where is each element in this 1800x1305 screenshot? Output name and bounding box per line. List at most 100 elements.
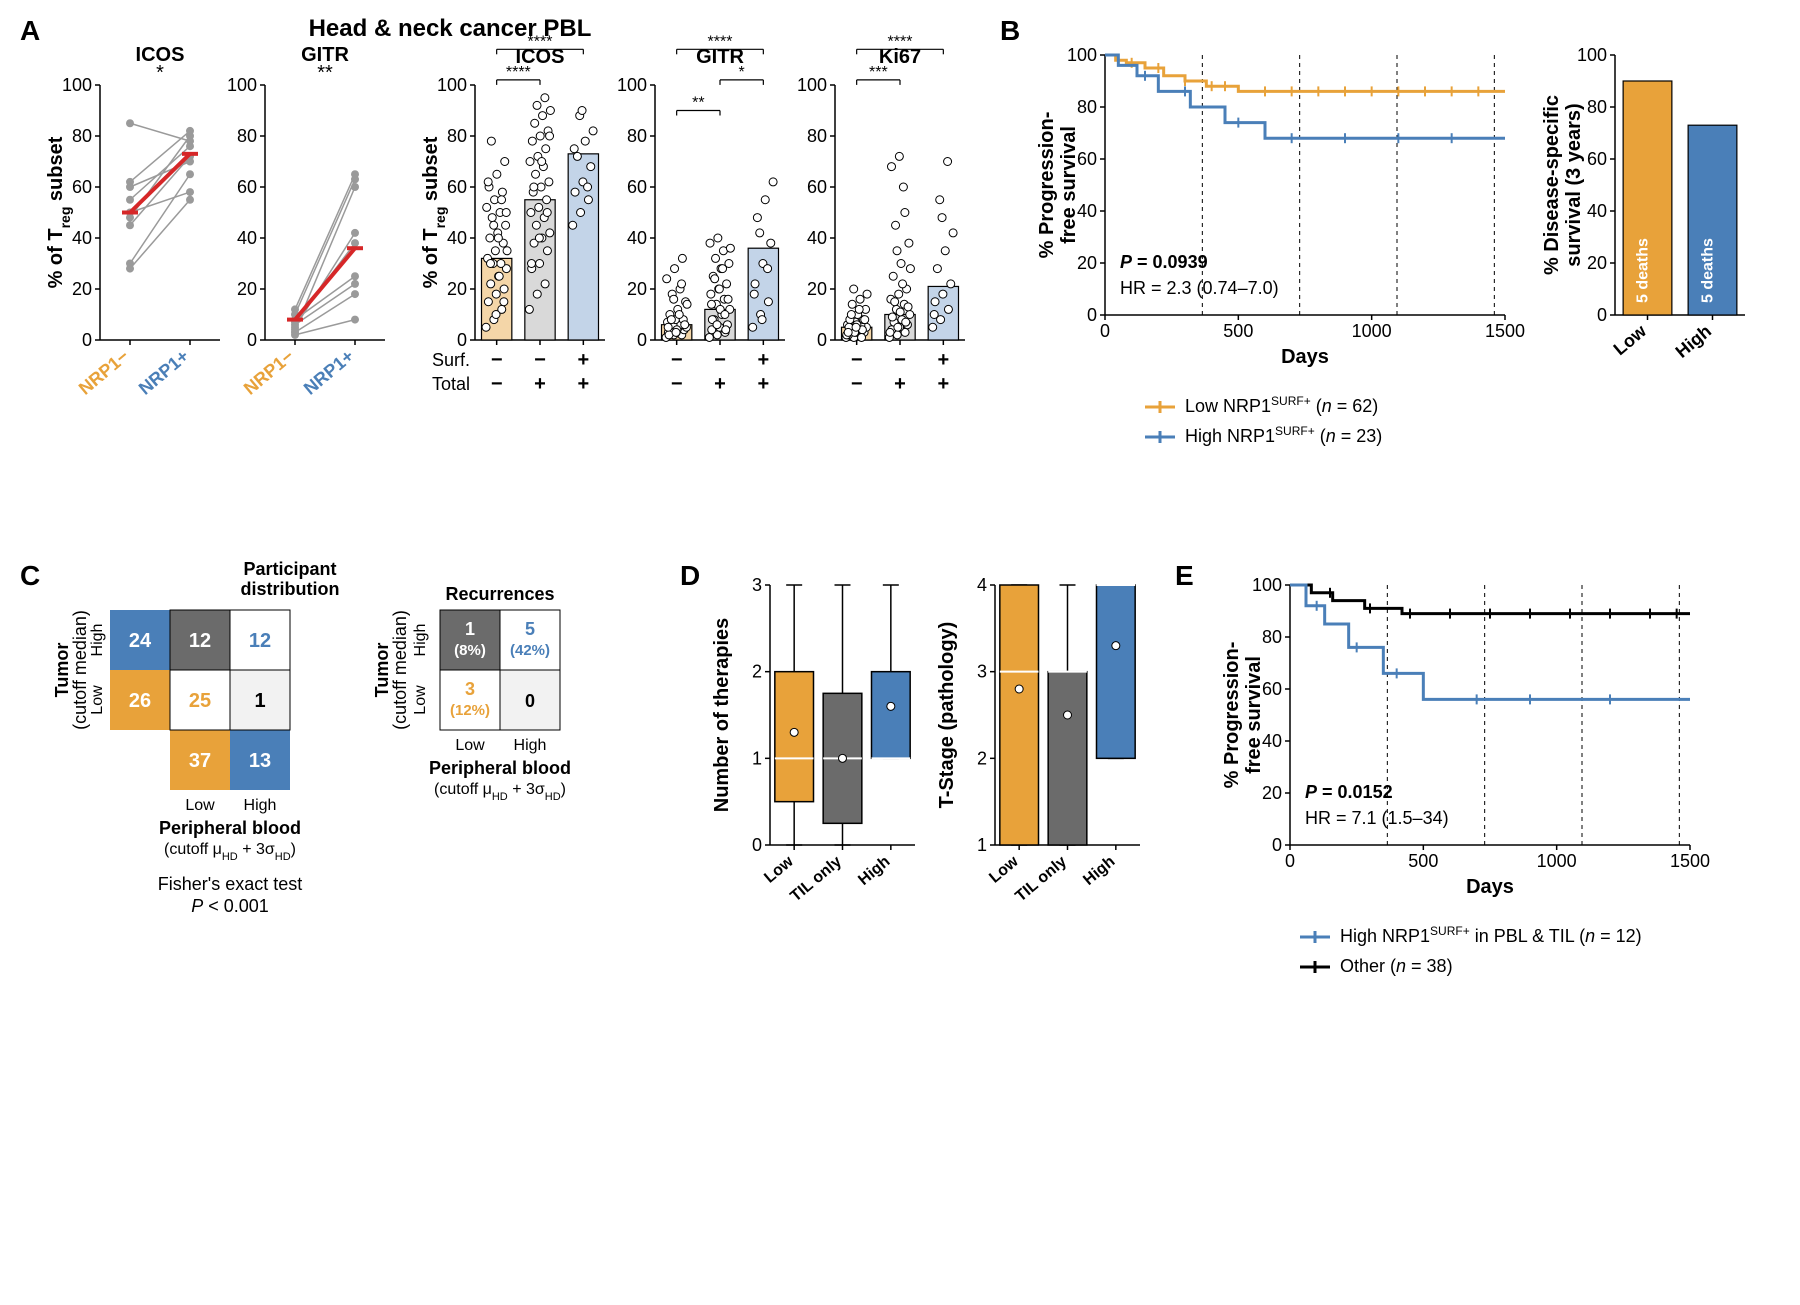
svg-text:% of Treg subset: % of Treg subset — [420, 136, 448, 288]
svg-text:60: 60 — [627, 177, 647, 197]
svg-text:% Progression-free survival: % Progression-free survival — [1221, 642, 1265, 789]
svg-text:20: 20 — [627, 279, 647, 299]
svg-text:TIL only: TIL only — [787, 853, 845, 905]
svg-text:60: 60 — [1587, 149, 1607, 169]
svg-text:High NRP1SURF+ in PBL & TIL (n: High NRP1SURF+ in PBL & TIL (n = 12) — [1340, 924, 1642, 946]
svg-text:Tumor(cutoff median): Tumor(cutoff median) — [372, 610, 410, 730]
svg-text:+: + — [937, 349, 949, 371]
svg-text:% Disease-specificsurvival (3: % Disease-specificsurvival (3 years) — [1541, 95, 1585, 275]
svg-text:(42%): (42%) — [510, 642, 550, 659]
km-plot-b: 020406080100050010001500P = 0.0939HR = 2… — [1035, 45, 1535, 395]
svg-text:3: 3 — [465, 679, 475, 699]
svg-text:60: 60 — [447, 177, 467, 197]
svg-text:+: + — [894, 373, 906, 395]
svg-text:*: * — [739, 64, 745, 81]
svg-text:24: 24 — [129, 630, 152, 652]
panel-label-b: B — [1000, 15, 1020, 47]
svg-text:80: 80 — [447, 126, 467, 146]
svg-text:2: 2 — [977, 748, 987, 768]
svg-text:**: ** — [317, 62, 333, 84]
svg-text:HR = 2.3 (0.74–7.0): HR = 2.3 (0.74–7.0) — [1120, 278, 1279, 298]
svg-text:Low: Low — [89, 685, 106, 715]
svg-text:High: High — [1672, 321, 1715, 362]
svg-text:20: 20 — [72, 279, 92, 299]
svg-text:NRP1−: NRP1− — [240, 346, 298, 399]
svg-text:1000: 1000 — [1537, 851, 1577, 871]
svg-text:*: * — [156, 62, 164, 84]
svg-text:Surf.: Surf. — [432, 350, 470, 370]
svg-text:80: 80 — [237, 126, 257, 146]
svg-text:% Progression-free survival: % Progression-free survival — [1036, 112, 1080, 259]
svg-text:−: − — [534, 349, 546, 371]
svg-text:60: 60 — [237, 177, 257, 197]
svg-text:0: 0 — [1272, 835, 1282, 855]
paired-plot-gitr: GITR**020406080100NRP1−NRP1+ — [215, 45, 425, 420]
svg-text:Number of therapies: Number of therapies — [711, 618, 733, 812]
svg-text:1500: 1500 — [1485, 321, 1525, 341]
svg-text:Low NRP1SURF+ (n = 62): Low NRP1SURF+ (n = 62) — [1185, 394, 1378, 416]
svg-text:12: 12 — [249, 630, 271, 652]
svg-text:3: 3 — [752, 575, 762, 595]
svg-text:+: + — [577, 349, 589, 371]
km-plot-e: 020406080100050010001500P = 0.0152HR = 7… — [1220, 575, 1720, 925]
svg-text:(cutoff μHD + 3σHD): (cutoff μHD + 3σHD) — [164, 841, 296, 863]
svg-text:High: High — [514, 737, 547, 754]
svg-text:20: 20 — [807, 279, 827, 299]
svg-text:−: − — [851, 349, 863, 371]
svg-text:1: 1 — [465, 619, 475, 639]
svg-text:13: 13 — [249, 750, 271, 772]
legend-item: Low NRP1SURF+ (n = 62) — [1145, 395, 1645, 419]
svg-text:80: 80 — [1077, 97, 1097, 117]
svg-text:0: 0 — [247, 330, 257, 350]
svg-text:100: 100 — [227, 75, 257, 95]
svg-text:High: High — [412, 624, 429, 657]
svg-text:80: 80 — [627, 126, 647, 146]
svg-text:P < 0.001: P < 0.001 — [191, 896, 269, 916]
svg-text:0: 0 — [1597, 305, 1607, 325]
dss-bar: 0204060801005 deathsLow5 deathsHigh% Dis… — [1540, 45, 1770, 385]
svg-text:40: 40 — [1587, 201, 1607, 221]
svg-text:60: 60 — [807, 177, 827, 197]
svg-text:40: 40 — [807, 228, 827, 248]
svg-text:−: − — [491, 349, 503, 371]
svg-text:80: 80 — [72, 126, 92, 146]
svg-text:****: **** — [708, 33, 733, 50]
svg-text:−: − — [671, 373, 683, 395]
svg-text:Days: Days — [1466, 876, 1514, 898]
svg-text:0: 0 — [752, 835, 762, 855]
scatter-plot-icos: ICOS020406080100********% of Treg subset… — [425, 15, 635, 440]
svg-text:20: 20 — [237, 279, 257, 299]
panel-label-e: E — [1175, 560, 1194, 592]
svg-text:25: 25 — [189, 690, 211, 712]
svg-text:0: 0 — [457, 330, 467, 350]
svg-text:High: High — [855, 853, 893, 889]
panel-label-a: A — [20, 15, 40, 47]
svg-text:80: 80 — [1587, 97, 1607, 117]
svg-text:1000: 1000 — [1352, 321, 1392, 341]
svg-text:37: 37 — [189, 750, 211, 772]
svg-text:Low: Low — [412, 685, 429, 715]
svg-text:% of Treg subset: % of Treg subset — [45, 136, 73, 288]
svg-text:Low: Low — [455, 737, 485, 754]
svg-text:40: 40 — [627, 228, 647, 248]
svg-text:100: 100 — [1577, 45, 1607, 65]
svg-text:****: **** — [888, 33, 913, 50]
svg-text:60: 60 — [72, 177, 92, 197]
svg-text:***: *** — [869, 64, 888, 81]
svg-text:1500: 1500 — [1670, 851, 1710, 871]
svg-text:High: High — [1080, 853, 1118, 889]
svg-text:High: High — [244, 797, 277, 814]
svg-text:0: 0 — [1087, 305, 1097, 325]
svg-text:+: + — [714, 373, 726, 395]
svg-text:100: 100 — [62, 75, 92, 95]
svg-text:**: ** — [692, 95, 704, 112]
svg-text:−: − — [671, 349, 683, 371]
svg-text:HR = 7.1 (1.5–34): HR = 7.1 (1.5–34) — [1305, 808, 1449, 828]
svg-text:Peripheral blood: Peripheral blood — [429, 758, 571, 778]
svg-text:0: 0 — [637, 330, 647, 350]
svg-text:Participantdistribution: Participantdistribution — [241, 559, 340, 599]
svg-text:1: 1 — [254, 690, 265, 712]
svg-text:26: 26 — [129, 690, 151, 712]
svg-text:500: 500 — [1408, 851, 1438, 871]
svg-text:40: 40 — [237, 228, 257, 248]
